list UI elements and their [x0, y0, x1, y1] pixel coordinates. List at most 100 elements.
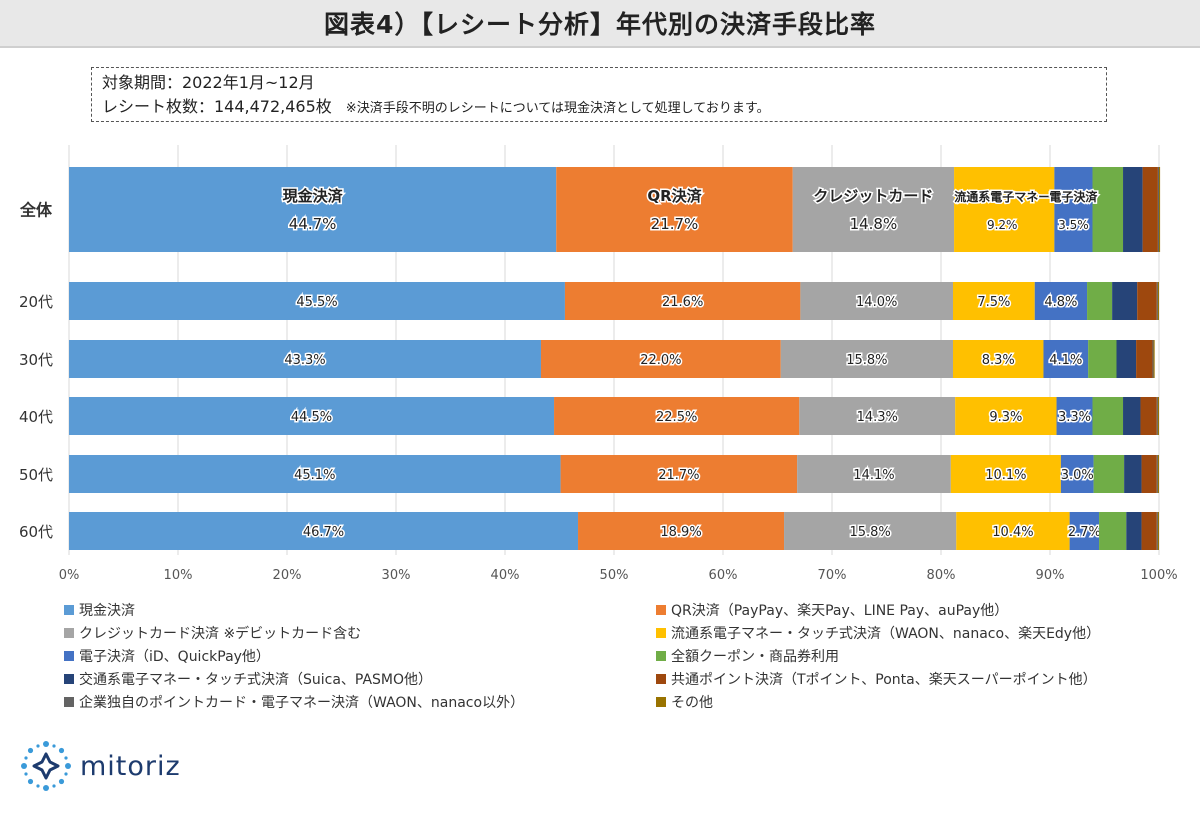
bar-segment-qr — [560, 455, 798, 493]
legend-item-ryutsu: 流通系電子マネー・タッチ式決済（WAON、nanaco、楽天Edy他） — [656, 623, 1100, 643]
bar-segment-qr — [554, 397, 800, 435]
legend-swatch — [64, 674, 74, 684]
bar-segment-kotsu — [1123, 397, 1141, 435]
bar-segment-kotsu — [1123, 167, 1143, 252]
bar-segment-coupon — [1088, 340, 1117, 378]
bar-segment-denshi — [1043, 340, 1089, 378]
bar-segment-qr — [564, 282, 801, 320]
data-label: 18.9% — [660, 525, 701, 540]
data-label: 9.3% — [989, 410, 1022, 425]
legend-item-kotsu: 交通系電子マネー・タッチ式決済（Suica、PASMO他） — [64, 669, 432, 689]
bar-segment-kotsu — [1112, 282, 1138, 320]
legend-item-cash: 現金決済 — [64, 600, 135, 620]
legend-swatch — [64, 628, 74, 638]
bar-segment-kigyo — [1157, 167, 1159, 252]
data-label: 7.5% — [977, 295, 1010, 310]
logo-text: mitoriz — [80, 750, 181, 782]
bar-segment-kyotsu — [1137, 282, 1157, 320]
bar-segment-credit — [780, 340, 953, 378]
data-label: 3.0% — [1061, 468, 1094, 483]
data-label: 45.5% — [296, 295, 337, 310]
legend-label: 共通ポイント決済（Tポイント、Ponta、楽天スーパーポイント他） — [671, 672, 1097, 688]
bar-segment-coupon — [1092, 167, 1124, 252]
legend-label: 交通系電子マネー・タッチ式決済（Suica、PASMO他） — [79, 672, 433, 688]
bar-segment-other — [1157, 455, 1159, 493]
data-label: 10.1% — [985, 468, 1026, 483]
bar-segment-kotsu — [1116, 340, 1137, 378]
data-label: 3.3% — [1058, 410, 1091, 425]
overall-series-name: 電子決済 — [1049, 189, 1098, 204]
bar-segment-denshi — [1056, 397, 1093, 435]
data-label: 10.4% — [992, 525, 1033, 540]
x-tick-label: 70% — [818, 568, 847, 583]
bar-segment-kigyo — [1156, 282, 1158, 320]
x-tick-label: 0% — [59, 568, 80, 583]
bar-segment-cash — [69, 455, 561, 493]
stacked-bar-chart: 0% 10% 20% 30% 40% 50% 60% 70% 80% 90% 100% 全体 20代 45… — [19, 145, 1178, 583]
data-label: 14.3% — [857, 410, 898, 425]
data-label: 46.7% — [303, 525, 344, 540]
bar-segment-credit — [799, 397, 956, 435]
overall-series-name: 流通系電子マネー — [954, 189, 1050, 204]
x-tick-label: 30% — [382, 568, 411, 583]
bar-segment-ryutsu — [952, 282, 1035, 320]
y-category-label: 20代 — [19, 293, 53, 311]
bar-segment-credit — [800, 282, 953, 320]
bar-segment-credit — [784, 512, 957, 550]
legend-label: 流通系電子マネー・タッチ式決済（WAON、nanaco、楽天Edy他） — [671, 626, 1101, 642]
bar-segment-kyotsu — [1136, 340, 1153, 378]
data-label: 21.7% — [658, 468, 699, 483]
bar-segment-ryutsu — [950, 455, 1061, 493]
bar-segment-qr — [578, 512, 785, 550]
data-label: 2.7% — [1068, 525, 1101, 540]
bar-segment-other — [1153, 340, 1155, 378]
legend-label: 企業独自のポイントカード・電子マネー決済（WAON、nanaco以外） — [79, 695, 525, 711]
data-label: 21.6% — [662, 295, 703, 310]
note-text: ※決済手段不明のレシートについては現金決済として処理しております。 — [345, 101, 770, 116]
y-category-label: 50代 — [19, 466, 53, 484]
bar-segment-coupon — [1087, 282, 1113, 320]
x-tick-label: 100% — [1140, 568, 1177, 583]
legend-swatch — [656, 651, 666, 661]
bar-segment-denshi — [1034, 282, 1088, 320]
mitoriz-logo-icon — [21, 741, 71, 791]
bar-segment-coupon — [1093, 455, 1125, 493]
bar-segment-kigyo — [1156, 455, 1158, 493]
x-tick-label: 80% — [927, 568, 956, 583]
x-tick-label: 10% — [164, 568, 193, 583]
legend-swatch — [656, 674, 666, 684]
overall-data-label: 44.7% — [289, 215, 337, 233]
legend-item-other: その他 — [656, 692, 713, 712]
bar-segment-kigyo — [1156, 512, 1158, 550]
legend-item-kyotsu: 共通ポイント決済（Tポイント、Ponta、楽天スーパーポイント他） — [656, 669, 1097, 689]
bar-segment-kigyo — [1156, 397, 1158, 435]
data-label: 4.1% — [1049, 353, 1082, 368]
data-label: 22.5% — [656, 410, 697, 425]
x-tick-label: 90% — [1036, 568, 1065, 583]
bar-segment-denshi — [1054, 167, 1093, 252]
bar-segment-other — [1157, 512, 1159, 550]
data-label: 43.3% — [284, 353, 325, 368]
title-bar: 図表4）【レシート分析】年代別の決済手段比率 — [0, 0, 1200, 48]
bar-segment-qr — [540, 340, 781, 378]
x-tick-label: 50% — [600, 568, 629, 583]
legend-swatch — [64, 651, 74, 661]
bar-segment-kyotsu — [1140, 397, 1157, 435]
legend-item-kigyo: 企業独自のポイントカード・電子マネー決済（WAON、nanaco以外） — [64, 692, 524, 712]
legend-swatch — [64, 697, 74, 707]
bar-segment-credit — [797, 455, 951, 493]
bar-segment-cash — [69, 512, 579, 550]
legend-label: 現金決済 — [79, 603, 135, 619]
bar-segment-ryutsu — [954, 167, 1055, 252]
bar-segment-other — [1157, 282, 1159, 320]
data-label: 15.8% — [846, 353, 887, 368]
legend-swatch — [656, 605, 666, 615]
bar-segment-other — [1159, 167, 1161, 252]
receipts-line: レシート枚数：144,472,465枚 ※決済手段不明のレシートについては現金決済… — [102, 95, 1096, 121]
overall-series-name: クレジットカード — [813, 187, 933, 205]
bar-segment-qr — [556, 167, 793, 252]
legend-item-denshi: 電子決済（iD、QuickPay他） — [64, 646, 270, 666]
legend-label: 全額クーポン・商品券利用 — [671, 649, 839, 665]
bar-segment-kotsu — [1124, 455, 1142, 493]
bar-segment-ryutsu — [955, 397, 1057, 435]
